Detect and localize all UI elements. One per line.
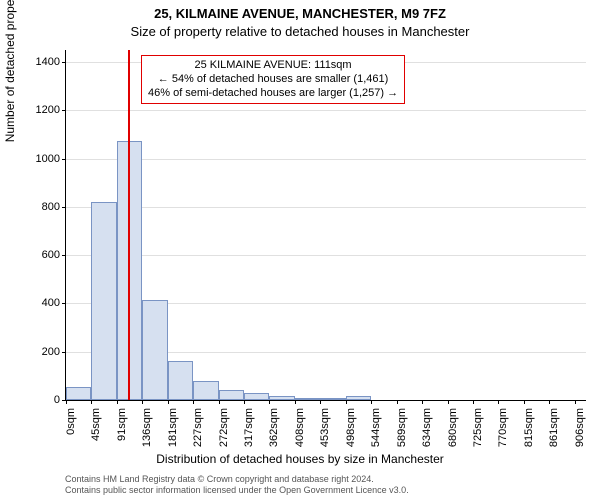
xtick-mark bbox=[371, 400, 372, 404]
attribution-line2: Contains public sector information licen… bbox=[65, 485, 409, 495]
chart-title-line2: Size of property relative to detached ho… bbox=[0, 24, 600, 39]
ytick-label: 800 bbox=[20, 201, 60, 213]
ytick-mark bbox=[62, 62, 66, 63]
xtick-mark bbox=[473, 400, 474, 404]
xtick-mark bbox=[397, 400, 398, 404]
xtick-label: 544sqm bbox=[370, 408, 382, 458]
histogram-bar bbox=[91, 202, 117, 400]
ytick-label: 1000 bbox=[20, 153, 60, 165]
plot-area: 25 KILMAINE AVENUE: 111sqm← 54% of detac… bbox=[65, 50, 586, 401]
xtick-mark bbox=[117, 400, 118, 404]
histogram-bar bbox=[244, 393, 269, 400]
xtick-label: 861sqm bbox=[548, 408, 560, 458]
ytick-mark bbox=[62, 255, 66, 256]
xtick-label: 725sqm bbox=[472, 408, 484, 458]
histogram-bar bbox=[219, 390, 244, 400]
ytick-mark bbox=[62, 303, 66, 304]
annotation-line: 46% of semi-detached houses are larger (… bbox=[148, 87, 398, 101]
property-marker-line bbox=[128, 50, 130, 400]
xtick-label: 680sqm bbox=[447, 408, 459, 458]
xtick-label: 272sqm bbox=[218, 408, 230, 458]
xtick-label: 906sqm bbox=[574, 408, 586, 458]
xtick-label: 136sqm bbox=[141, 408, 153, 458]
xtick-label: 317sqm bbox=[243, 408, 255, 458]
ytick-mark bbox=[62, 159, 66, 160]
ytick-label: 400 bbox=[20, 297, 60, 309]
histogram-bar bbox=[320, 398, 345, 400]
xtick-mark bbox=[549, 400, 550, 404]
xtick-label: 0sqm bbox=[65, 408, 77, 458]
histogram-bar bbox=[269, 396, 295, 400]
xtick-label: 181sqm bbox=[167, 408, 179, 458]
xtick-mark bbox=[295, 400, 296, 404]
ytick-label: 1200 bbox=[20, 104, 60, 116]
ytick-mark bbox=[62, 352, 66, 353]
xtick-mark bbox=[142, 400, 143, 404]
xtick-label: 589sqm bbox=[396, 408, 408, 458]
xtick-mark bbox=[524, 400, 525, 404]
histogram-bar bbox=[295, 398, 320, 400]
y-axis-label: Number of detached properties bbox=[3, 0, 17, 142]
xtick-mark bbox=[422, 400, 423, 404]
attribution-text: Contains HM Land Registry data © Crown c… bbox=[65, 474, 409, 496]
histogram-bar bbox=[142, 300, 167, 400]
annotation-line: ← 54% of detached houses are smaller (1,… bbox=[148, 73, 398, 87]
ytick-mark bbox=[62, 207, 66, 208]
histogram-bar bbox=[193, 381, 218, 400]
xtick-mark bbox=[244, 400, 245, 404]
xtick-label: 498sqm bbox=[345, 408, 357, 458]
xtick-mark bbox=[448, 400, 449, 404]
xtick-label: 815sqm bbox=[523, 408, 535, 458]
gridline bbox=[66, 110, 586, 111]
gridline bbox=[66, 255, 586, 256]
gridline bbox=[66, 207, 586, 208]
xtick-label: 453sqm bbox=[319, 408, 331, 458]
xtick-label: 227sqm bbox=[192, 408, 204, 458]
xtick-mark bbox=[91, 400, 92, 404]
histogram-bar bbox=[346, 396, 372, 400]
annotation-box: 25 KILMAINE AVENUE: 111sqm← 54% of detac… bbox=[141, 55, 405, 104]
xtick-label: 634sqm bbox=[421, 408, 433, 458]
ytick-label: 1400 bbox=[20, 56, 60, 68]
xtick-mark bbox=[193, 400, 194, 404]
gridline bbox=[66, 159, 586, 160]
histogram-bar bbox=[66, 387, 91, 400]
xtick-label: 91sqm bbox=[116, 408, 128, 458]
xtick-label: 362sqm bbox=[268, 408, 280, 458]
chart-title-line1: 25, KILMAINE AVENUE, MANCHESTER, M9 7FZ bbox=[0, 6, 600, 21]
xtick-mark bbox=[219, 400, 220, 404]
ytick-label: 0 bbox=[20, 394, 60, 406]
xtick-mark bbox=[66, 400, 67, 404]
histogram-bar bbox=[168, 361, 194, 400]
annotation-line: 25 KILMAINE AVENUE: 111sqm bbox=[148, 59, 398, 73]
ytick-label: 200 bbox=[20, 346, 60, 358]
ytick-mark bbox=[62, 110, 66, 111]
xtick-mark bbox=[346, 400, 347, 404]
xtick-mark bbox=[269, 400, 270, 404]
ytick-label: 600 bbox=[20, 249, 60, 261]
xtick-mark bbox=[320, 400, 321, 404]
xtick-label: 45sqm bbox=[90, 408, 102, 458]
xtick-mark bbox=[575, 400, 576, 404]
xtick-mark bbox=[498, 400, 499, 404]
xtick-mark bbox=[168, 400, 169, 404]
attribution-line1: Contains HM Land Registry data © Crown c… bbox=[65, 474, 374, 484]
xtick-label: 408sqm bbox=[294, 408, 306, 458]
xtick-label: 770sqm bbox=[497, 408, 509, 458]
chart-root: 25, KILMAINE AVENUE, MANCHESTER, M9 7FZ … bbox=[0, 0, 600, 500]
